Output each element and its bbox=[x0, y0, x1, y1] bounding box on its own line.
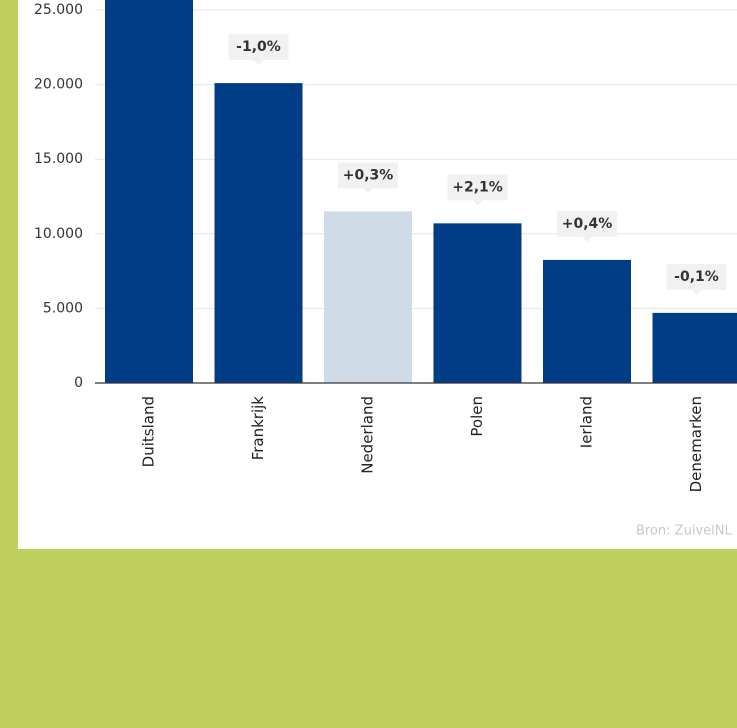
bar bbox=[543, 259, 631, 383]
y-tick-label: 5.000 bbox=[43, 300, 83, 316]
annotation: -0,1% bbox=[674, 269, 719, 285]
y-tick-label: 20.000 bbox=[34, 77, 83, 93]
annotation-pointer bbox=[253, 60, 264, 66]
annotation: -1,0% bbox=[236, 39, 281, 55]
annotation-box bbox=[228, 34, 289, 61]
annotation: +2,1% bbox=[452, 179, 503, 195]
annotation-pointer bbox=[582, 236, 592, 242]
plot: 0 5.000 10.000 15.000 20.000 25.000 Duitsland F… bbox=[34, 0, 737, 539]
bar bbox=[652, 312, 737, 383]
x-tick-label: Polen bbox=[468, 396, 486, 437]
y-tick-label: 10.000 bbox=[34, 226, 83, 242]
bar bbox=[214, 83, 303, 383]
annotation: +0,4% bbox=[562, 216, 613, 232]
annotation-box bbox=[557, 210, 617, 237]
annotation-box bbox=[447, 174, 508, 201]
annotation-pointer bbox=[472, 200, 483, 206]
annotation: +0,3% bbox=[343, 167, 394, 183]
annotation-box bbox=[666, 263, 727, 290]
x-tick-label: Duitsland bbox=[140, 396, 158, 467]
y-tick-label: 0 bbox=[74, 375, 83, 391]
bar bbox=[105, 0, 193, 384]
bar bbox=[433, 223, 522, 383]
source: Bron: ZuivelNL bbox=[636, 524, 732, 539]
annotation-pointer bbox=[691, 289, 702, 295]
x-tick-label: Frankrijk bbox=[249, 396, 267, 461]
x-tick-label: Nederland bbox=[359, 396, 377, 474]
x-tick-label: Ierland bbox=[578, 396, 596, 448]
annotation-pointer bbox=[363, 188, 373, 194]
x-tick-label: Denemarken bbox=[687, 396, 705, 492]
y-tick-label: 15.000 bbox=[34, 151, 83, 167]
annotation-box bbox=[338, 162, 398, 189]
y-tick-label: 25.000 bbox=[34, 2, 83, 18]
bar bbox=[324, 211, 412, 383]
